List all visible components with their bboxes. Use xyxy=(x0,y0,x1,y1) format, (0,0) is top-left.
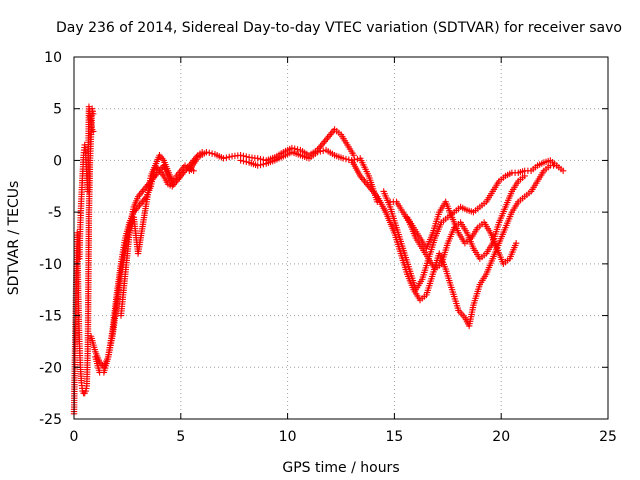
data-point-interp xyxy=(240,157,247,165)
data-point-interp xyxy=(206,149,213,157)
data-point xyxy=(339,155,347,162)
y-tick-label: -5 xyxy=(48,205,62,221)
data-point xyxy=(254,155,261,162)
y-tick-label: 0 xyxy=(53,153,62,169)
x-axis-label: GPS time / hours xyxy=(282,460,399,476)
data-point xyxy=(553,162,560,169)
data-point xyxy=(90,128,97,135)
data-point-interp xyxy=(243,158,250,166)
y-tick-label: 5 xyxy=(53,102,62,118)
data-point-interp xyxy=(223,154,230,161)
data-point xyxy=(521,172,528,180)
data-point xyxy=(314,148,321,156)
plot-frame xyxy=(73,56,609,420)
data-point-interp xyxy=(208,150,216,157)
data-point-interp xyxy=(345,156,353,163)
grid xyxy=(74,57,608,419)
data-point xyxy=(559,167,567,174)
y-axis-label: SDTVAR / TECUs xyxy=(6,181,22,296)
data-point-interp xyxy=(342,155,350,163)
data-points xyxy=(70,103,567,418)
chart-title: Day 236 of 2014, Sidereal Day-to-day VTE… xyxy=(56,20,622,36)
data-point-interp xyxy=(260,161,267,168)
y-tick-label: 10 xyxy=(44,50,62,66)
y-tick-label: -25 xyxy=(39,412,62,428)
data-point-interp xyxy=(320,147,327,154)
data-point xyxy=(254,162,261,169)
data-point-interp xyxy=(354,155,361,163)
x-tick-label: 20 xyxy=(492,429,510,445)
axis-ticks: 0 5 10 15 20 25 10 5 0 -5 -10 -15 -20 -25 xyxy=(39,50,617,445)
y-tick-label: -10 xyxy=(39,257,62,273)
data-point xyxy=(203,148,210,156)
data-point xyxy=(350,152,358,159)
data-point-interp xyxy=(291,145,298,152)
x-tick-label: 10 xyxy=(279,429,297,445)
data-point-interp xyxy=(317,148,324,155)
x-tick-label: 25 xyxy=(599,429,617,445)
x-tick-label: 15 xyxy=(385,429,403,445)
data-point xyxy=(220,155,227,162)
data-point xyxy=(512,239,520,247)
data-point-interp xyxy=(226,153,233,161)
x-tick-label: 5 xyxy=(176,429,185,445)
data-point xyxy=(237,157,244,164)
y-tick-label: -20 xyxy=(39,360,62,376)
x-tick-label: 0 xyxy=(70,429,79,445)
data-point-interp xyxy=(294,146,301,153)
data-point-interp xyxy=(257,155,264,163)
y-tick-label: -15 xyxy=(39,309,62,325)
data-point-interp xyxy=(257,161,264,169)
